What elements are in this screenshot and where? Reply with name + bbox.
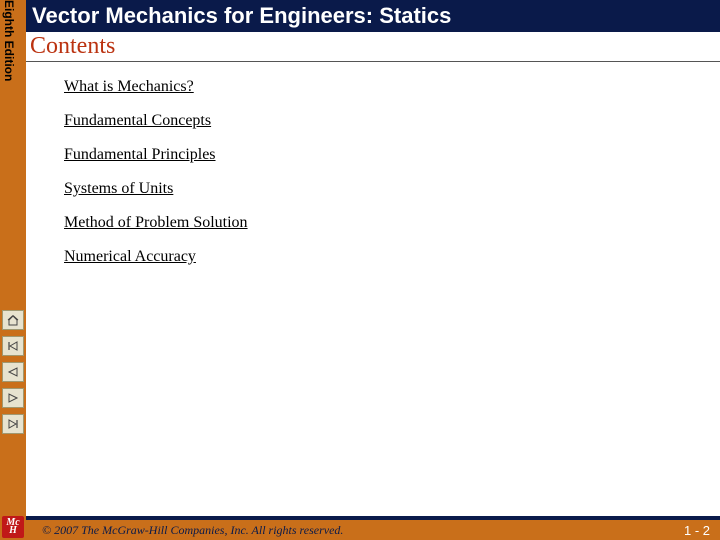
nav-last-button[interactable] <box>2 414 24 434</box>
home-icon <box>7 314 19 326</box>
toc-link[interactable]: Fundamental Principles <box>64 146 248 164</box>
toc-link[interactable]: Numerical Accuracy <box>64 248 248 266</box>
nav-prev-button[interactable] <box>2 362 24 382</box>
toc-link[interactable]: Systems of Units <box>64 180 248 198</box>
footer-bar: © 2007 The McGraw-Hill Companies, Inc. A… <box>26 516 720 540</box>
nav-home-button[interactable] <box>2 310 24 330</box>
title-bar: Vector Mechanics for Engineers: Statics <box>26 0 720 32</box>
page-title: Vector Mechanics for Engineers: Statics <box>32 3 451 29</box>
nav-next-button[interactable] <box>2 388 24 408</box>
toc-link[interactable]: What is Mechanics? <box>64 78 248 96</box>
prev-icon <box>7 366 19 378</box>
nav-button-group <box>2 310 24 434</box>
toc-list: What is Mechanics? Fundamental Concepts … <box>64 78 248 266</box>
last-icon <box>7 418 19 430</box>
page-subtitle: Contents <box>30 33 115 60</box>
next-icon <box>7 392 19 404</box>
publisher-logo: McH <box>2 516 24 538</box>
toc-link[interactable]: Method of Problem Solution <box>64 214 248 232</box>
first-icon <box>7 340 19 352</box>
toc-link[interactable]: Fundamental Concepts <box>64 112 248 130</box>
publisher-logo-text: McH <box>6 519 19 535</box>
copyright-text: © 2007 The McGraw-Hill Companies, Inc. A… <box>42 523 343 538</box>
page-number: 1 - 2 <box>684 523 710 538</box>
nav-first-button[interactable] <box>2 336 24 356</box>
edition-label: Eighth Edition <box>2 0 16 81</box>
subtitle-bar: Contents <box>26 32 720 62</box>
